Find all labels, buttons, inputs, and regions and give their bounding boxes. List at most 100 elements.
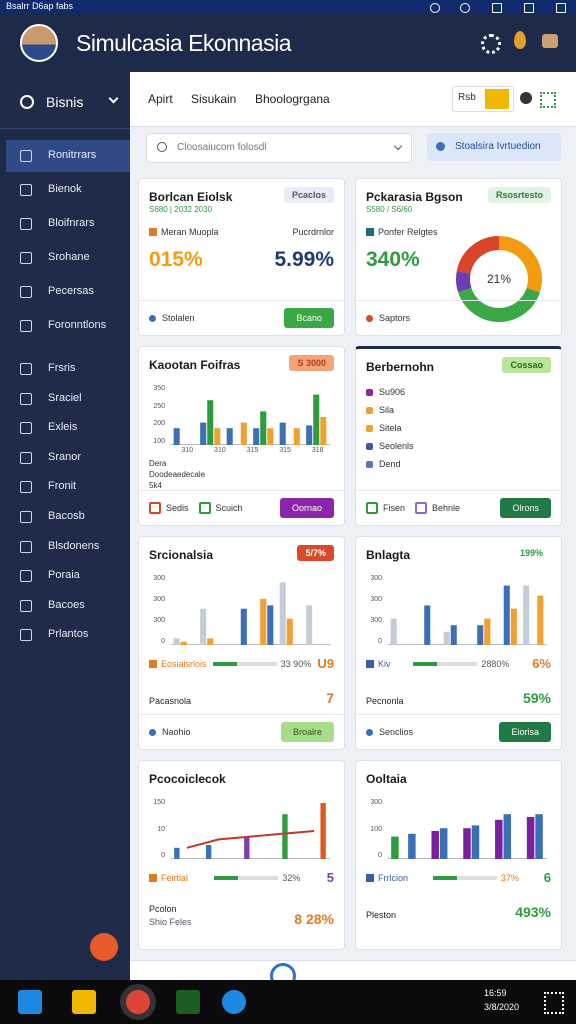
card-button[interactable]: Oornao (279, 498, 334, 518)
nav-item[interactable]: Bacosb (6, 501, 130, 533)
nav-item[interactable]: Blsdonens (6, 531, 130, 563)
nav-label: Blsdonens (48, 539, 100, 552)
window-control[interactable] (460, 3, 470, 13)
notification-icon[interactable] (544, 992, 564, 1014)
search-box[interactable]: Cloosaiucom folosdl (146, 133, 412, 163)
summary-labels: Pleston (366, 910, 396, 920)
card-button[interactable]: Olrons (500, 498, 551, 518)
nav-item[interactable]: Bacoes (6, 590, 130, 622)
nav-item[interactable]: Bloifnrars (6, 208, 130, 240)
bar (510, 608, 517, 645)
list-item: Su906 (366, 387, 551, 397)
footer-item: Stolalen (149, 313, 195, 323)
legend-label: Meran Muopla (161, 227, 219, 237)
bar (390, 618, 397, 645)
sidebar: Bisnis Ronitrrars Bienok Bloifnrars Srohane P… (0, 72, 130, 980)
user-icon[interactable] (520, 92, 532, 104)
nav-item[interactable]: Srohane (6, 242, 130, 274)
card-footer: Stolalen Bcano (139, 300, 344, 335)
progress (432, 875, 497, 880)
footer-label: Stolalen (162, 313, 195, 323)
window-control[interactable] (556, 3, 566, 13)
footer-icon (149, 502, 161, 514)
taskbar-app[interactable] (176, 990, 200, 1014)
list-label: Sitela (379, 423, 402, 433)
taskbar-app[interactable] (72, 990, 96, 1014)
nav-item[interactable]: Ronitrrars (6, 140, 130, 172)
window-control[interactable] (524, 3, 534, 13)
bar (226, 428, 233, 445)
card-body: Berbernohn Su906 Sila Sitela Seolenls Dend (356, 349, 561, 477)
footer-item[interactable]: Behnle (415, 502, 460, 514)
taskbar-app[interactable] (222, 990, 246, 1014)
toolbar: Apirt Sisukain Bhoologrgana Rsb (130, 72, 576, 127)
nav-item[interactable]: Fronit (6, 471, 130, 503)
footer-item[interactable]: Sedis (149, 502, 189, 514)
item-list: Su906 Sila Sitela Seolenls Dend (366, 387, 551, 469)
bar (471, 825, 480, 859)
drop-icon[interactable] (514, 31, 526, 49)
footer-item[interactable]: Scuich (198, 502, 243, 514)
nav-item[interactable]: Pecersas (6, 276, 130, 308)
title-bar: Bsalrr D6ap fabs (0, 0, 576, 14)
donut-center: 21% (487, 272, 511, 286)
card: Ooltaia 300 100 0 Frrlcion 37% 6 Pleston 493% (355, 760, 562, 950)
action-button[interactable]: Stoalsira Ivrtuedion (427, 133, 561, 161)
grid-icon[interactable] (540, 92, 556, 108)
card-title: Pcocoiclecok (149, 772, 226, 786)
window-control[interactable] (492, 3, 502, 13)
nav-item[interactable]: Exleis (6, 412, 130, 444)
taskbar-app[interactable] (126, 990, 150, 1014)
y-tick-label: 0 (378, 852, 382, 859)
progress (214, 875, 279, 880)
list-item: Sila (366, 405, 551, 415)
card-button[interactable]: Broalre (280, 722, 334, 742)
settings-icon[interactable] (481, 34, 501, 54)
bar-chart (388, 585, 547, 645)
footer-icon (198, 502, 211, 514)
stat: 37% (432, 873, 519, 883)
nav-item[interactable]: Bienok (6, 174, 130, 206)
nav-item[interactable]: Frsris (6, 353, 130, 385)
fab[interactable] (90, 933, 118, 961)
list-label: Su906 (379, 387, 406, 397)
card-title: Borlcan Eiolsk (149, 190, 233, 204)
taskbar-app[interactable] (18, 990, 42, 1014)
bar (207, 400, 214, 445)
tab[interactable]: Sisukain (191, 92, 237, 106)
nav-label: Ronitrrars (48, 149, 97, 161)
x-tick-label: 318 (311, 447, 324, 454)
note: Dera (149, 459, 167, 468)
bar-chart (171, 582, 330, 645)
business-selector[interactable]: Bisnis (0, 84, 130, 120)
card: Bnlagta 300 300 300 0 Kiv 2880% 6% Pecnonla 59% 19… (355, 536, 562, 750)
card-badge: 5/7% (297, 545, 334, 561)
bar (523, 585, 530, 645)
nav-label: Bienok (48, 183, 82, 195)
user-icon[interactable] (542, 34, 558, 48)
nav-item[interactable]: Prlantos (6, 619, 130, 651)
tab[interactable]: Apirt (148, 92, 173, 106)
nav-item[interactable]: Sranor (6, 442, 130, 474)
tab[interactable]: Bhoologrgana (255, 92, 330, 106)
legend-label: Pucrdrnlor (292, 227, 334, 237)
metric: 5.99% (274, 248, 334, 271)
footer-item[interactable]: Fisen (366, 502, 405, 514)
card-footer: Senclios Eiorisa (356, 714, 561, 749)
summary-labels: Pcolon Shio Feles (149, 904, 192, 927)
card-button[interactable]: Bcano (284, 308, 334, 328)
nav-item[interactable]: Sraciel (6, 383, 130, 415)
stats: Feirtlal 32% 5 (149, 870, 334, 885)
card-badge: 199% (511, 545, 551, 561)
nav-item[interactable]: Foronntlons (6, 310, 130, 342)
card-badge: Pcaclos (283, 187, 334, 203)
avatar (20, 24, 58, 62)
y-tick-label: 200 (153, 420, 165, 428)
window-control[interactable] (430, 3, 440, 13)
nav-item[interactable]: Poraia (6, 560, 130, 592)
bar (279, 422, 286, 445)
metrics: 015% 5.99% (149, 248, 334, 272)
y-ticks: 300 100 0 (366, 799, 382, 859)
bar (240, 422, 247, 445)
card-button[interactable]: Eiorisa (499, 722, 551, 742)
